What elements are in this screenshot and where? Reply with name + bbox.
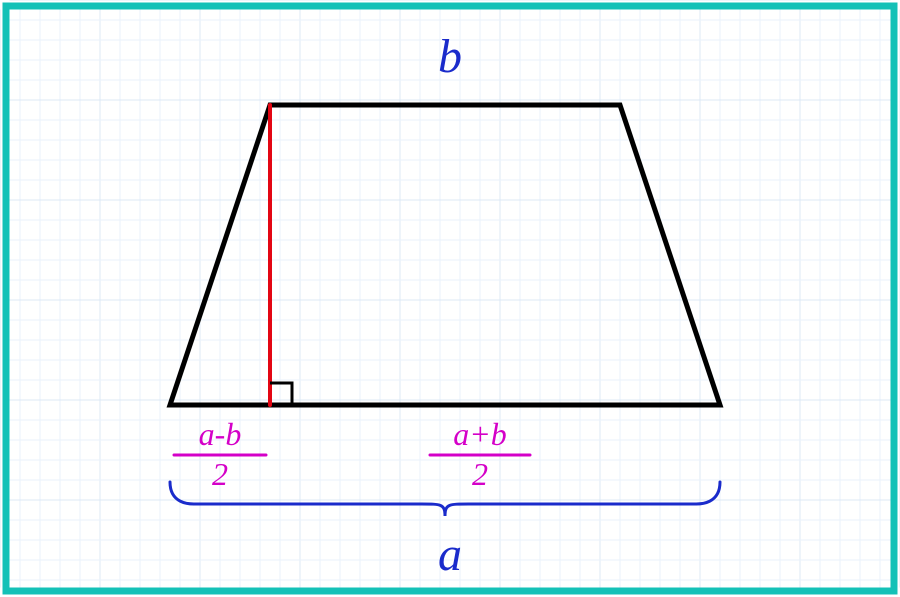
diagram-frame: b a a-b 2 a+b 2 xyxy=(0,0,900,597)
fraction-denominator: 2 xyxy=(212,456,228,492)
fraction-numerator: a-b xyxy=(199,416,242,452)
fraction-denominator: 2 xyxy=(472,456,488,492)
fraction-numerator: a+b xyxy=(453,416,507,452)
canvas-background xyxy=(0,0,900,597)
label-bottom-a: a xyxy=(438,528,462,581)
label-top-b: b xyxy=(438,30,462,83)
